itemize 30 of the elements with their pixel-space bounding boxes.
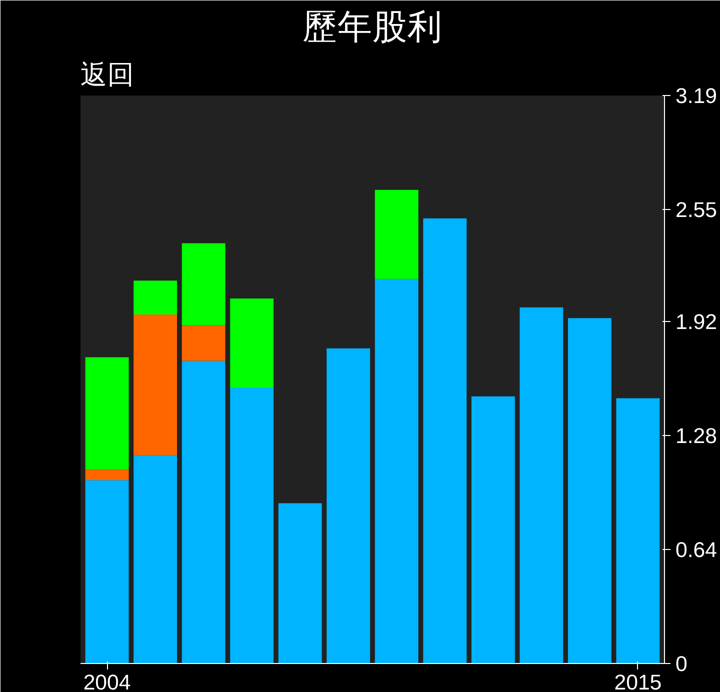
bar (134, 280, 178, 315)
bar (374, 190, 418, 279)
bar (568, 318, 612, 664)
y-tick-label: 1.28 (676, 424, 718, 448)
bar (278, 503, 322, 664)
bar (182, 360, 226, 664)
bar (134, 314, 178, 456)
bar (182, 243, 226, 326)
bar (230, 388, 274, 664)
bar (230, 298, 274, 388)
x-tick-label: 2015 (614, 670, 662, 692)
x-tick-label: 2004 (83, 670, 131, 692)
y-tick-label: 0 (676, 652, 688, 676)
bar (85, 480, 129, 664)
y-tick-label: 1.92 (676, 310, 718, 334)
bar (182, 325, 226, 361)
y-tick-label: 0.64 (676, 538, 718, 562)
text: 返回 (80, 60, 134, 90)
bar (423, 218, 467, 664)
chart-title: 歷年股利 (302, 8, 442, 48)
bar (134, 455, 178, 664)
bar (85, 469, 129, 480)
bar (326, 348, 370, 664)
bar (520, 307, 564, 664)
bar (85, 357, 129, 470)
bar (471, 396, 515, 664)
bar (374, 278, 418, 664)
y-tick-label: 2.55 (676, 198, 718, 222)
bar (616, 398, 660, 664)
y-tick-label: 3.19 (676, 84, 718, 108)
